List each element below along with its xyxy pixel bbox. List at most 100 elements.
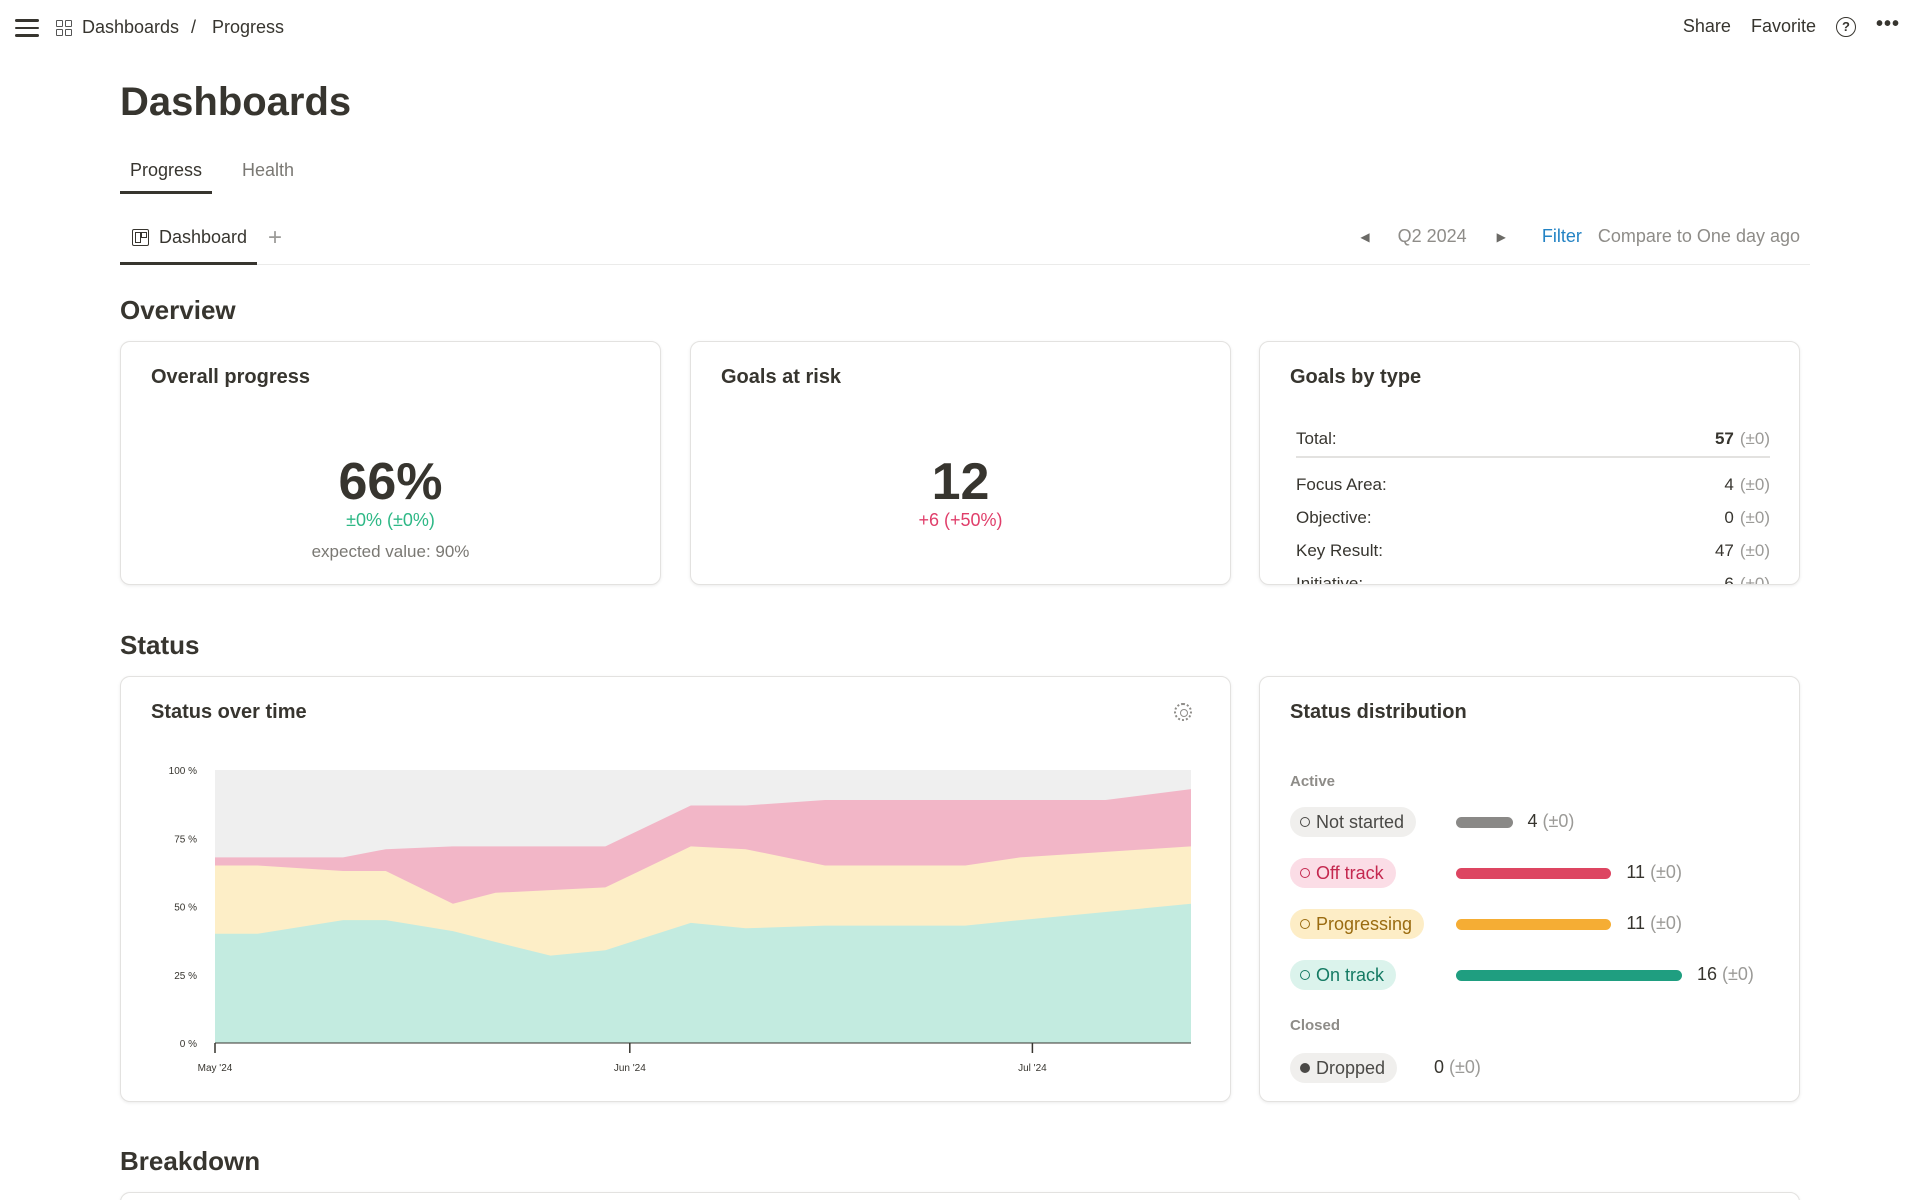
status-count-value: 4: [1527, 811, 1543, 831]
status-bar: [1456, 817, 1513, 828]
top-bar: Dashboards / Progress Share Favorite ? •…: [0, 0, 1920, 56]
y-tick-label: 25 %: [174, 971, 197, 982]
row-delta: (±0): [1739, 429, 1770, 448]
group-label-closed: Closed: [1290, 1017, 1341, 1034]
status-count: 0 (±0): [1434, 1057, 1481, 1078]
status-count-value: 0: [1434, 1057, 1450, 1077]
tab-progress[interactable]: Progress: [120, 156, 213, 194]
filter-button[interactable]: Filter: [1541, 226, 1582, 246]
x-tick-label: May '24: [198, 1063, 233, 1074]
y-tick-label: 50 %: [174, 903, 197, 914]
type-row-initiative: Initiative: 6 (±0): [1296, 567, 1770, 585]
menu-icon[interactable]: [14, 16, 40, 38]
goals-at-risk-value: 12: [931, 453, 990, 511]
row-value: 6: [1724, 573, 1734, 585]
top-actions: Share Favorite ? •••: [1682, 12, 1900, 37]
status-over-time-chart: 0 % 25 % 50 % 75 % 100 % May '24 Jun '24 Jul '2…: [169, 766, 1191, 1074]
status-count: 16 (±0): [1697, 964, 1754, 985]
status-label: Not started: [1316, 811, 1405, 832]
view-tab-label: Dashboard: [159, 227, 248, 247]
status-count-delta: (±0): [1542, 811, 1575, 831]
card-title: Overall progress: [151, 366, 310, 388]
status-pill[interactable]: Off track: [1290, 858, 1396, 888]
overall-progress-card: Overall progress 66% ±0% (±0%) expected …: [120, 341, 661, 585]
status-label: Dropped: [1316, 1057, 1386, 1078]
status-count-value: 16: [1697, 964, 1723, 984]
add-view-icon[interactable]: +: [268, 224, 283, 251]
type-row-focus-area: Focus Area: 4 (±0): [1296, 468, 1770, 501]
status-count-delta: (±0): [1449, 1057, 1481, 1077]
status-label: Off track: [1316, 862, 1384, 883]
more-icon[interactable]: •••: [1875, 12, 1900, 35]
card-title: Status over time: [151, 701, 307, 723]
breadcrumb-root: Dashboards: [82, 17, 180, 37]
status-count-delta: (±0): [1650, 862, 1682, 882]
row-delta: (±0): [1739, 573, 1770, 585]
expected-value: expected value: 90%: [311, 542, 470, 561]
page-title: Dashboards: [120, 80, 352, 124]
status-pill[interactable]: Progressing: [1290, 909, 1425, 939]
period-label[interactable]: Q2 2024: [1397, 226, 1467, 246]
y-tick-label: 75 %: [174, 834, 197, 845]
type-row-key-result: Key Result: 47 (±0): [1296, 534, 1770, 567]
status-area-series-0: [215, 903, 1191, 1043]
tab-health[interactable]: Health: [242, 160, 295, 180]
breadcrumb-current-label: Progress: [212, 17, 285, 37]
goals-by-type-table: Total: 57 (±0) Focus Area: 4 (±0) Objectiv…: [1296, 422, 1770, 585]
previous-period-icon[interactable]: ◀: [1360, 229, 1370, 244]
goals-at-risk-card: Goals at risk 12 +6 (+50%): [690, 341, 1231, 585]
section-status: Status: [120, 630, 200, 660]
next-period-icon[interactable]: ▶: [1496, 229, 1506, 244]
type-row-objective: Objective: 0 (±0): [1296, 501, 1770, 534]
compare-button[interactable]: Compare to One day ago: [1597, 226, 1800, 246]
page-tabs: Progress Health: [120, 156, 324, 196]
breakdown-card: [120, 1192, 1800, 1200]
status-label: Progressing: [1316, 913, 1413, 934]
breadcrumb-current[interactable]: Progress: [212, 17, 284, 38]
status-count-value: 11: [1626, 913, 1651, 933]
row-label: Objective:: [1296, 507, 1372, 527]
section-breakdown: Breakdown: [120, 1146, 261, 1176]
status-count-value: 11: [1626, 862, 1651, 882]
status-bar: [1456, 868, 1612, 879]
row-label: Key Result:: [1296, 540, 1383, 560]
status-distribution-card: Status distribution Active Not started 4 …: [1259, 676, 1800, 1102]
status-pill[interactable]: Not started: [1290, 807, 1417, 837]
row-label: Total:: [1296, 429, 1337, 448]
overall-progress-value: 66%: [338, 453, 443, 511]
y-tick-label: 0 %: [180, 1039, 197, 1050]
status-count-delta: (±0): [1722, 964, 1754, 984]
status-bar: [1456, 970, 1682, 981]
help-icon[interactable]: ?: [1835, 16, 1856, 37]
status-count: 11 (±0): [1626, 913, 1682, 934]
group-label-active: Active: [1290, 773, 1336, 790]
status-dot-icon: [1300, 970, 1310, 980]
view-tab-dashboard[interactable]: Dashboard: [120, 220, 258, 265]
section-overview: Overview: [120, 295, 236, 325]
x-tick-label: Jul '24: [1018, 1063, 1047, 1074]
row-delta: (±0): [1739, 540, 1770, 560]
row-value: 57: [1714, 429, 1734, 448]
row-value: 47: [1714, 540, 1734, 560]
breadcrumb-dashboards[interactable]: Dashboards: [56, 17, 179, 38]
card-title: Goals at risk: [721, 366, 842, 388]
total-row: Total: 57 (±0): [1296, 422, 1770, 458]
card-title: Goals by type: [1290, 366, 1422, 388]
favorite-button[interactable]: Favorite: [1750, 16, 1816, 36]
status-count: 11 (±0): [1626, 862, 1682, 883]
row-value: 4: [1724, 474, 1734, 494]
status-pill[interactable]: On track: [1290, 960, 1397, 990]
status-pill-dropped[interactable]: Dropped: [1290, 1053, 1398, 1083]
goals-by-type-card: Goals by type Total: 57 (±0) Focus Area: …: [1259, 341, 1800, 585]
row-value: 0: [1724, 507, 1734, 527]
card-title: Status distribution: [1290, 701, 1467, 723]
period-controls: ◀ Q2 2024 ▶ Filter Compare to One day ag…: [1360, 226, 1800, 247]
status-dot-icon: [1300, 868, 1310, 878]
status-over-time-card: Status over time 0 % 25 % 50 % 75 % 100 % May…: [120, 676, 1231, 1102]
share-button[interactable]: Share: [1682, 16, 1731, 36]
status-dot-icon: [1300, 1063, 1310, 1073]
status-dot-icon: [1300, 817, 1310, 827]
goals-at-risk-delta: +6 (+50%): [918, 510, 1003, 530]
settings-icon[interactable]: [1174, 703, 1192, 721]
dashboard-icon: [132, 229, 149, 246]
